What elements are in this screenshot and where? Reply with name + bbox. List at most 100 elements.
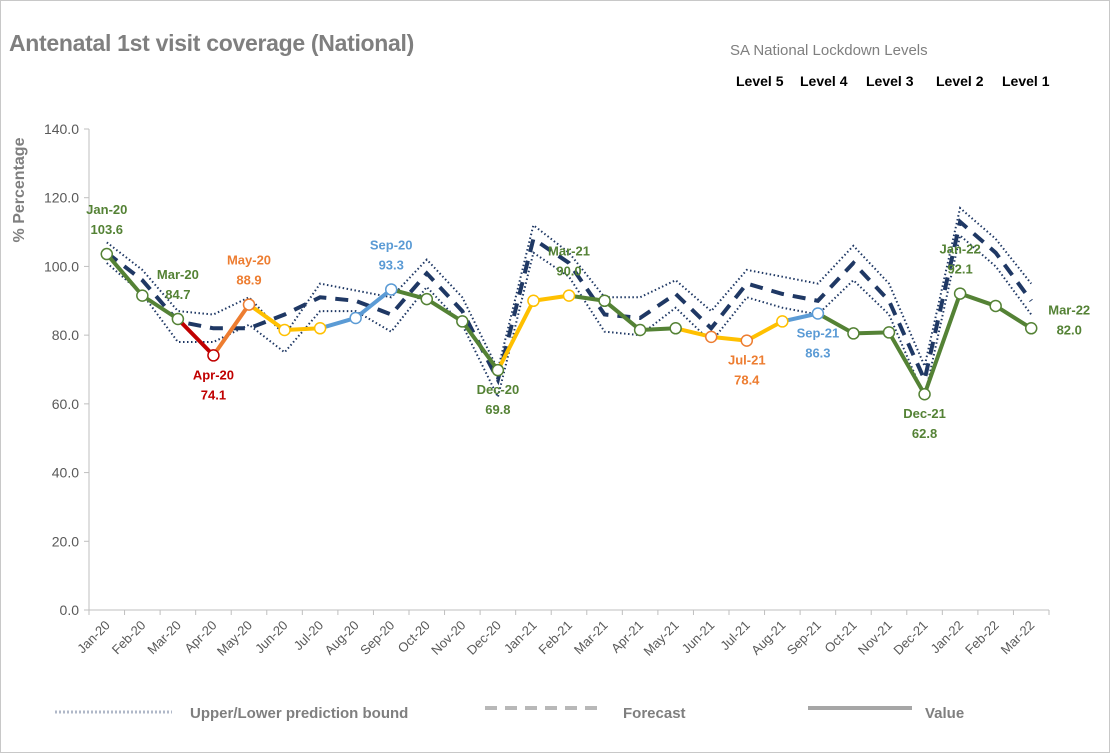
value-point [847,327,860,340]
x-tick-label: Mar-21 [571,618,611,658]
prediction-bounds [106,206,1033,401]
data-label-category: Dec-21 [903,406,946,421]
forecast-line [105,218,1033,387]
value-segment [353,287,394,320]
data-label-value: 82.0 [1057,322,1082,337]
value-segment [815,311,856,336]
x-tick-label: Dec-20 [464,618,504,658]
x-tick-label: Sep-21 [784,618,824,658]
value-point [136,289,149,302]
x-tick-label: Jan-20 [74,618,113,657]
value-point [669,322,682,335]
value-segment [247,302,287,332]
x-tick-label: Apr-20 [181,618,219,656]
x-tick-label: Jun-21 [679,618,718,657]
value-point [989,299,1002,313]
lower-bound-line [106,233,1033,401]
data-label-category: Jan-20 [86,202,127,217]
data-label-category: Apr-20 [193,367,234,382]
x-tick-label: Dec-21 [890,618,930,658]
value-point [740,334,754,347]
lockdown-level-2: Level 2 [936,73,984,89]
data-label-value: 90.0 [556,264,581,279]
value-segment [922,291,963,397]
chart-title: Antenatal 1st visit coverage (National) [9,30,414,56]
value-segment [460,319,500,373]
x-tick-label: Jun-20 [252,618,291,657]
lockdown-legend-title: SA National Lockdown Levels [730,42,928,59]
x-tick-label: Oct-20 [395,618,433,656]
y-tick-label: 120.0 [44,190,79,206]
x-tick-label: Mar-22 [998,618,1038,658]
value-segment [211,302,251,358]
data-labels: Jan-20 103.6 Mar-20 84.7 Apr-20 74.1 May-20 88.… [86,202,1090,441]
value-point [704,330,718,344]
data-label-category: Sep-20 [370,237,413,252]
x-tick-label: Nov-20 [428,618,468,658]
x-tick-label: Feb-20 [109,618,149,658]
value-segment [424,297,465,324]
y-tick-label: 40.0 [52,465,79,481]
data-label-value: 103.6 [91,222,124,237]
x-tick-label: Feb-21 [535,618,575,658]
value-point [278,323,291,337]
lockdown-level-3: Level 3 [866,73,914,89]
data-label-value: 74.1 [201,387,226,402]
data-label-category: Mar-22 [1048,302,1090,317]
y-tick-label: 100.0 [44,258,79,274]
y-axis-title: % Percentage [11,137,28,242]
data-label-category: Mar-21 [548,244,590,259]
x-tick-label: Jan-22 [928,618,967,657]
legend-value-label: Value [925,705,964,722]
value-point [100,247,114,261]
value-point [811,307,825,320]
y-tick-label: 20.0 [52,533,79,549]
value-point [420,292,434,306]
data-label-value: 93.3 [379,257,404,272]
x-tick-label: Mar-20 [144,618,184,658]
y-tick-label: 140.0 [44,121,79,137]
x-tick-label: Nov-21 [855,618,895,658]
value-point [1024,322,1038,335]
value-segment [993,303,1034,331]
legend-bound-label: Upper/Lower prediction bound [190,705,408,722]
y-tick-label: 0.0 [60,602,80,618]
value-point [598,294,611,308]
data-label-category: Sep-21 [797,325,840,340]
value-segment [887,330,927,397]
value-point [491,363,505,377]
value-segment [602,298,643,332]
x-tick-label: Jan-21 [501,618,540,657]
legend-forecast-label: Forecast [623,705,686,722]
value-point [384,283,398,296]
x-tick-label: Aug-21 [748,618,788,658]
value-point [313,322,327,335]
value-segment [495,298,536,373]
value-segment [175,316,216,358]
forecast-series [105,218,1033,387]
chart-legend: Upper/Lower prediction bound Forecast Va… [55,705,964,722]
value-point [562,289,576,302]
data-label-category: Jan-22 [940,242,981,257]
data-label-value: 92.1 [947,262,972,277]
lockdown-level-5: Level 5 [736,73,784,89]
data-label-value: 69.8 [485,402,510,417]
data-label-value: 86.3 [805,345,830,360]
value-segment [140,293,180,321]
x-tick-label: Apr-21 [608,618,646,656]
x-tick-label: Sep-20 [357,618,397,658]
lockdown-level-1: Level 1 [1002,73,1050,89]
value-point [918,387,931,401]
y-tick-label: 80.0 [52,327,79,343]
value-point [207,349,220,362]
upper-bound-line [106,206,1032,373]
value-point [953,287,967,300]
x-tick-label: Feb-22 [962,618,1002,658]
x-tick-label: Aug-20 [322,618,362,658]
value-point [633,323,647,337]
data-label-category: May-20 [227,253,271,268]
value-point [171,312,185,326]
x-tick-label: May-21 [641,618,682,659]
data-label-value: 88.9 [236,273,261,288]
